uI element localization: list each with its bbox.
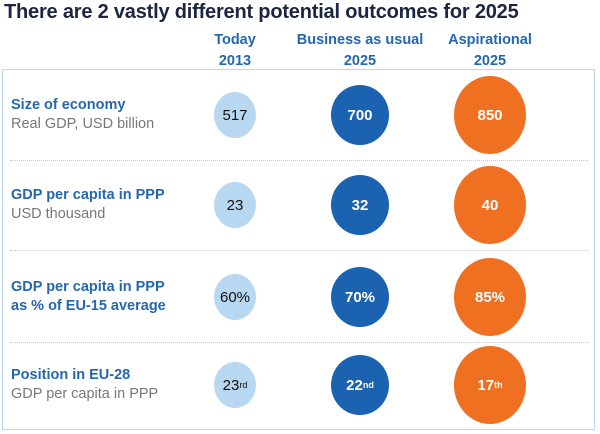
column-header-year: 2013 <box>218 53 252 69</box>
column-header-title: Business as usual <box>296 32 424 48</box>
today-value-circle: 517 <box>214 92 256 138</box>
value: 85% <box>474 288 506 306</box>
row-label: Size of economy Real GDP, USD billion <box>11 96 154 134</box>
outcomes-table <box>2 69 595 430</box>
column-header-title: Aspirational <box>448 32 532 48</box>
ordinal-suffix: rd <box>239 380 248 390</box>
column-header: Aspirational 2025 <box>405 30 575 72</box>
value: 22 <box>346 376 363 394</box>
row-divider <box>10 160 588 161</box>
aspirational-value-circle: 85% <box>454 258 526 336</box>
value: 23 <box>226 196 244 214</box>
page-title: There are 2 vastly different potential o… <box>4 1 519 23</box>
value: 40 <box>481 196 499 214</box>
value: 850 <box>477 106 503 124</box>
row-label: GDP per capita in PPP USD thousand <box>11 186 165 224</box>
column-header-year: 2025 <box>473 53 507 69</box>
value: 700 <box>347 106 373 124</box>
business-as-usual-value-circle: 32 <box>331 175 389 235</box>
row-divider <box>10 250 588 251</box>
value: 517 <box>222 106 248 124</box>
row-subtitle: USD thousand <box>11 206 106 222</box>
row-title-line2: as % of EU-15 average <box>11 298 166 314</box>
value: 23 <box>222 376 240 394</box>
column-header: Today 2013 <box>150 30 320 72</box>
column-header-title: Today <box>214 32 256 48</box>
row-subtitle: Real GDP, USD billion <box>11 116 155 132</box>
row-label: Position in EU-28 GDP per capita in PPP <box>11 366 158 404</box>
ordinal-suffix: th <box>494 380 503 390</box>
today-value-circle: 60% <box>214 274 256 320</box>
aspirational-value-circle: 850 <box>454 76 526 154</box>
business-as-usual-value-circle: 700 <box>331 85 389 145</box>
value: 60% <box>219 288 251 306</box>
row-title: Position in EU-28 <box>11 367 131 383</box>
ordinal-suffix: nd <box>362 380 374 390</box>
value: 17 <box>477 376 495 394</box>
today-value-circle: 23 <box>214 182 256 228</box>
aspirational-value-circle: 40 <box>454 166 526 244</box>
row-divider <box>10 342 588 343</box>
column-header: Business as usual 2025 <box>275 30 445 72</box>
business-as-usual-value-circle: 70% <box>331 267 389 327</box>
value: 32 <box>351 196 369 214</box>
column-header-year: 2025 <box>343 53 377 69</box>
row-title: Size of economy <box>11 97 126 113</box>
value: 70% <box>344 288 376 306</box>
row-title: GDP per capita in PPP <box>11 187 165 203</box>
row-title: GDP per capita in PPP <box>11 279 165 295</box>
row-label: GDP per capita in PPP as % of EU-15 avera… <box>11 278 166 316</box>
row-subtitle: GDP per capita in PPP <box>11 386 159 402</box>
